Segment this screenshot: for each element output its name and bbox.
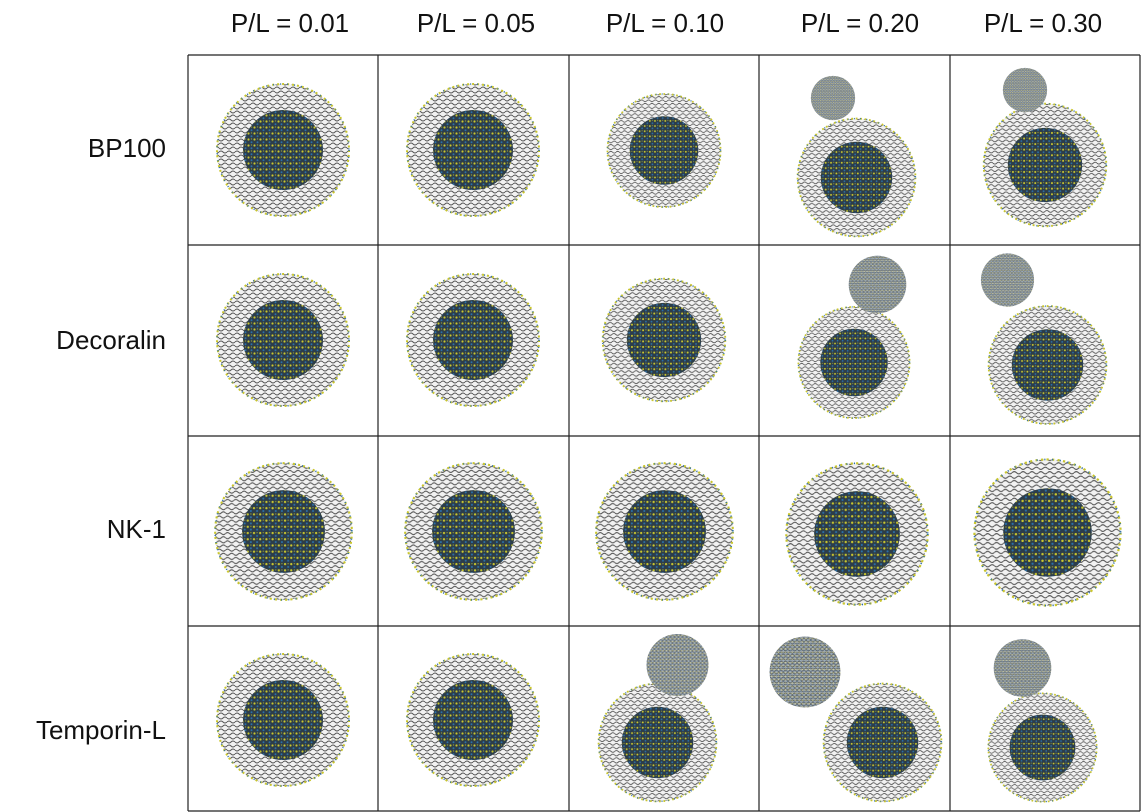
vesicle-bud: [980, 253, 1035, 307]
vesicle: [987, 692, 1098, 803]
vesicle: [216, 273, 350, 407]
column-header: P/L = 0.10: [606, 8, 724, 38]
column-header: P/L = 0.01: [231, 8, 349, 38]
vesicle: [214, 462, 353, 601]
vesicle: [404, 462, 543, 601]
column-header: P/L = 0.05: [417, 8, 535, 38]
vesicle-bud: [848, 255, 907, 314]
vesicle-bud: [1002, 67, 1048, 113]
row-label: BP100: [88, 133, 166, 163]
row-labels: BP100 Decoralin NK-1 Temporin-L: [36, 133, 166, 745]
vesicle: [797, 305, 911, 420]
vesicle: [987, 305, 1108, 425]
grid: [187, 54, 1141, 812]
vesicle: [796, 117, 917, 238]
column-header: P/L = 0.20: [801, 8, 919, 38]
vesicle: [606, 92, 722, 209]
column-headers: P/L = 0.01 P/L = 0.05 P/L = 0.10 P/L = 0…: [231, 8, 1102, 38]
vesicle-bud: [993, 639, 1052, 697]
vesicle: [216, 653, 350, 787]
vesicle: [406, 273, 540, 407]
row-label: Temporin-L: [36, 715, 166, 745]
row-label: Decoralin: [56, 325, 166, 355]
vesicle: [406, 653, 540, 787]
vesicle-bud: [810, 75, 856, 121]
row-label: NK-1: [107, 514, 166, 544]
vesicle: [785, 462, 929, 606]
column-header: P/L = 0.30: [984, 8, 1102, 38]
vesicles: [214, 67, 1122, 803]
vesicle: [601, 277, 727, 403]
vesicle-bud: [769, 636, 841, 708]
vesicle: [973, 458, 1122, 607]
vesicle: [595, 462, 734, 601]
vesicle: [216, 83, 350, 217]
vesicle: [822, 682, 943, 803]
vesicle: [406, 83, 540, 217]
vesicle: [597, 682, 718, 803]
vesicle: [982, 102, 1108, 228]
vesicle-bud: [646, 634, 709, 696]
